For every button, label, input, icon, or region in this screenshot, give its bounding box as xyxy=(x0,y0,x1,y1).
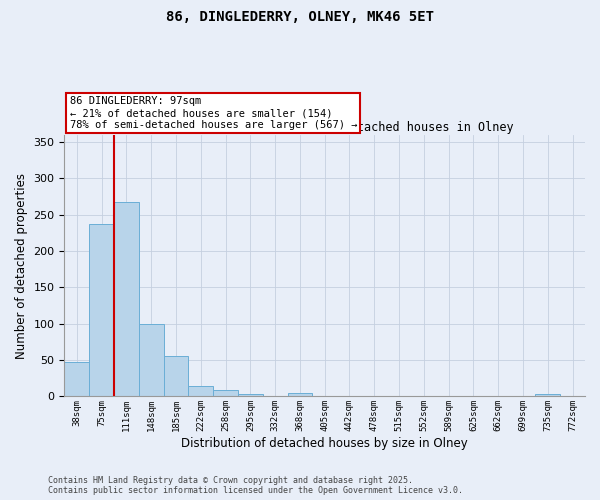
Text: 86, DINGLEDERRY, OLNEY, MK46 5ET: 86, DINGLEDERRY, OLNEY, MK46 5ET xyxy=(166,10,434,24)
Bar xyxy=(213,390,238,396)
Bar xyxy=(535,394,560,396)
Bar xyxy=(64,362,89,396)
Bar xyxy=(287,393,313,396)
Y-axis label: Number of detached properties: Number of detached properties xyxy=(15,172,28,358)
Bar xyxy=(164,356,188,397)
Text: Contains HM Land Registry data © Crown copyright and database right 2025.
Contai: Contains HM Land Registry data © Crown c… xyxy=(48,476,463,495)
Text: 86 DINGLEDERRY: 97sqm
← 21% of detached houses are smaller (154)
78% of semi-det: 86 DINGLEDERRY: 97sqm ← 21% of detached … xyxy=(70,96,357,130)
Bar xyxy=(238,394,263,396)
Bar xyxy=(188,386,213,396)
Title: Size of property relative to detached houses in Olney: Size of property relative to detached ho… xyxy=(136,120,514,134)
X-axis label: Distribution of detached houses by size in Olney: Distribution of detached houses by size … xyxy=(181,437,468,450)
Bar xyxy=(139,324,164,396)
Bar xyxy=(89,224,114,396)
Bar xyxy=(114,202,139,396)
